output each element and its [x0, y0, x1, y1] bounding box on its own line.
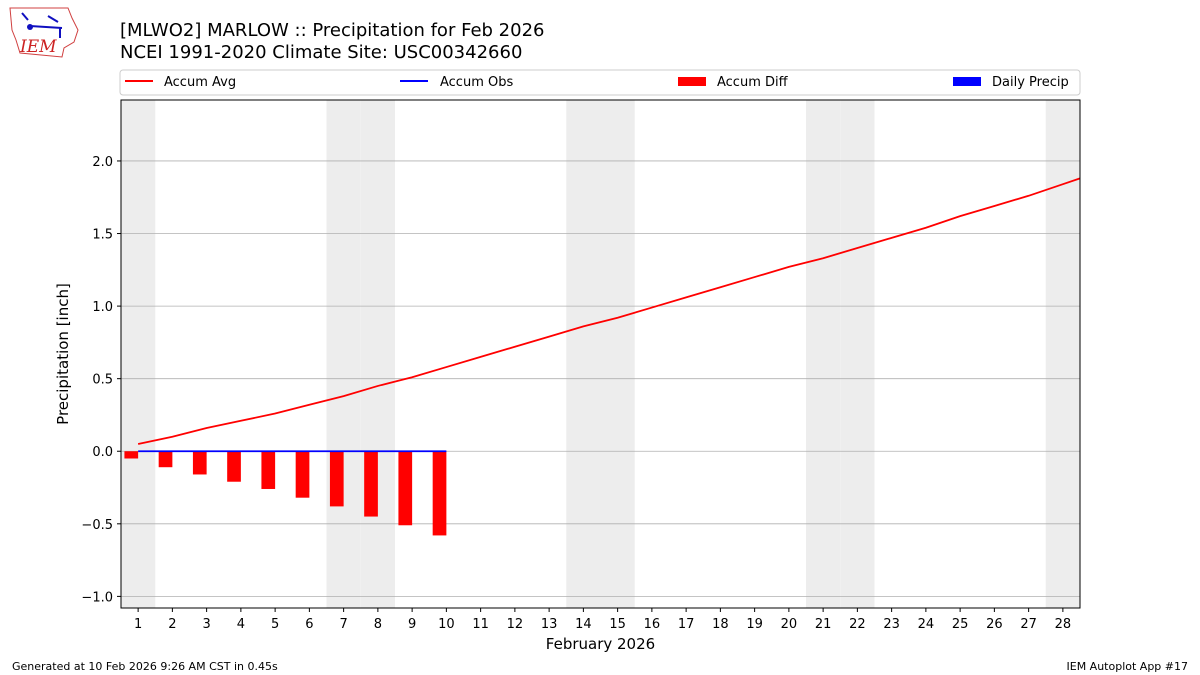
y-axis-label: Precipitation [inch] [54, 283, 72, 425]
x-tick-label: 16 [644, 617, 661, 632]
bar-accum-diff [295, 451, 310, 498]
x-tick-label: 13 [541, 617, 558, 632]
legend: Accum Avg Accum Obs Accum Diff Daily Precip [119, 69, 1081, 96]
y-tick-label: 2.0 [92, 155, 113, 170]
bar-accum-diff [364, 451, 378, 517]
x-axis-label: February 2026 [546, 635, 655, 653]
weekend-shade [1045, 100, 1080, 608]
x-tick-label: 17 [678, 617, 695, 632]
y-tick-label: 0.5 [92, 373, 113, 388]
x-tick-label: 7 [339, 617, 347, 632]
weekend-shade [840, 100, 875, 608]
bar-accum-diff [227, 451, 241, 482]
x-tick-label: 18 [712, 617, 729, 632]
legend-label: Accum Obs [440, 75, 513, 90]
x-tick-label: 11 [472, 617, 489, 632]
iem-logo: IEM [9, 7, 79, 58]
footer-app: IEM Autoplot App #17 [1066, 660, 1189, 673]
line-accum-avg [137, 177, 1081, 445]
x-tick-label: 4 [237, 617, 245, 632]
x-tick-label: 22 [849, 617, 866, 632]
x-tick-label: 2 [168, 617, 176, 632]
x-tick-label: 27 [1020, 617, 1037, 632]
weekend-shade [360, 100, 395, 608]
bar-accum-diff [158, 451, 173, 468]
bar-accum-diff [432, 451, 447, 536]
x-tick-label: 3 [202, 617, 210, 632]
weekend-shade [806, 100, 841, 608]
legend-marker [678, 77, 706, 86]
x-tick-label: 15 [609, 617, 626, 632]
x-tick-label: 1 [134, 617, 142, 632]
legend-label: Accum Avg [164, 75, 236, 90]
x-tick-label: 10 [438, 617, 455, 632]
chart-subtitle: NCEI 1991-2020 Climate Site: USC00342660 [120, 42, 522, 63]
y-tick-label: 1.0 [92, 300, 113, 315]
x-tick-label: 12 [507, 617, 524, 632]
plot-frame [120, 99, 1081, 609]
x-tick-label: 14 [575, 617, 592, 632]
legend-marker [953, 77, 981, 86]
x-tick-label: 23 [883, 617, 900, 632]
legend-label: Daily Precip [992, 75, 1069, 90]
weekend-shade [566, 100, 601, 608]
x-tick-label: 28 [1055, 617, 1072, 632]
footer-generated: Generated at 10 Feb 2026 9:26 AM CST in … [12, 660, 278, 673]
bar-accum-diff [192, 451, 207, 475]
x-tick-label: 20 [781, 617, 798, 632]
logo-text: IEM [19, 37, 57, 57]
x-tick-label: 24 [918, 617, 935, 632]
x-tick-label: 19 [746, 617, 763, 632]
bar-accum-diff [329, 451, 344, 507]
x-tick-label: 21 [815, 617, 832, 632]
weekend-shade [326, 100, 361, 608]
x-tick-label: 8 [374, 617, 382, 632]
x-tick-label: 5 [271, 617, 279, 632]
y-tick-label: −0.5 [81, 518, 113, 533]
x-tick-label: 9 [408, 617, 416, 632]
y-tick-label: −1.0 [81, 590, 113, 605]
x-tick-label: 25 [952, 617, 969, 632]
bar-accum-diff [124, 451, 139, 459]
y-tick-label: 0.0 [92, 445, 113, 460]
weekend-shade [121, 100, 156, 608]
bar-accum-diff [398, 451, 413, 526]
x-tick-label: 6 [305, 617, 313, 632]
bar-accum-diff [261, 451, 276, 489]
legend-label: Accum Diff [717, 75, 789, 90]
y-tick-label: 1.5 [92, 228, 113, 243]
x-tick-label: 26 [986, 617, 1003, 632]
weekend-shade [600, 100, 635, 608]
legend-box [119, 69, 1081, 96]
chart-title: [MLWO2] MARLOW :: Precipitation for Feb … [120, 20, 544, 41]
